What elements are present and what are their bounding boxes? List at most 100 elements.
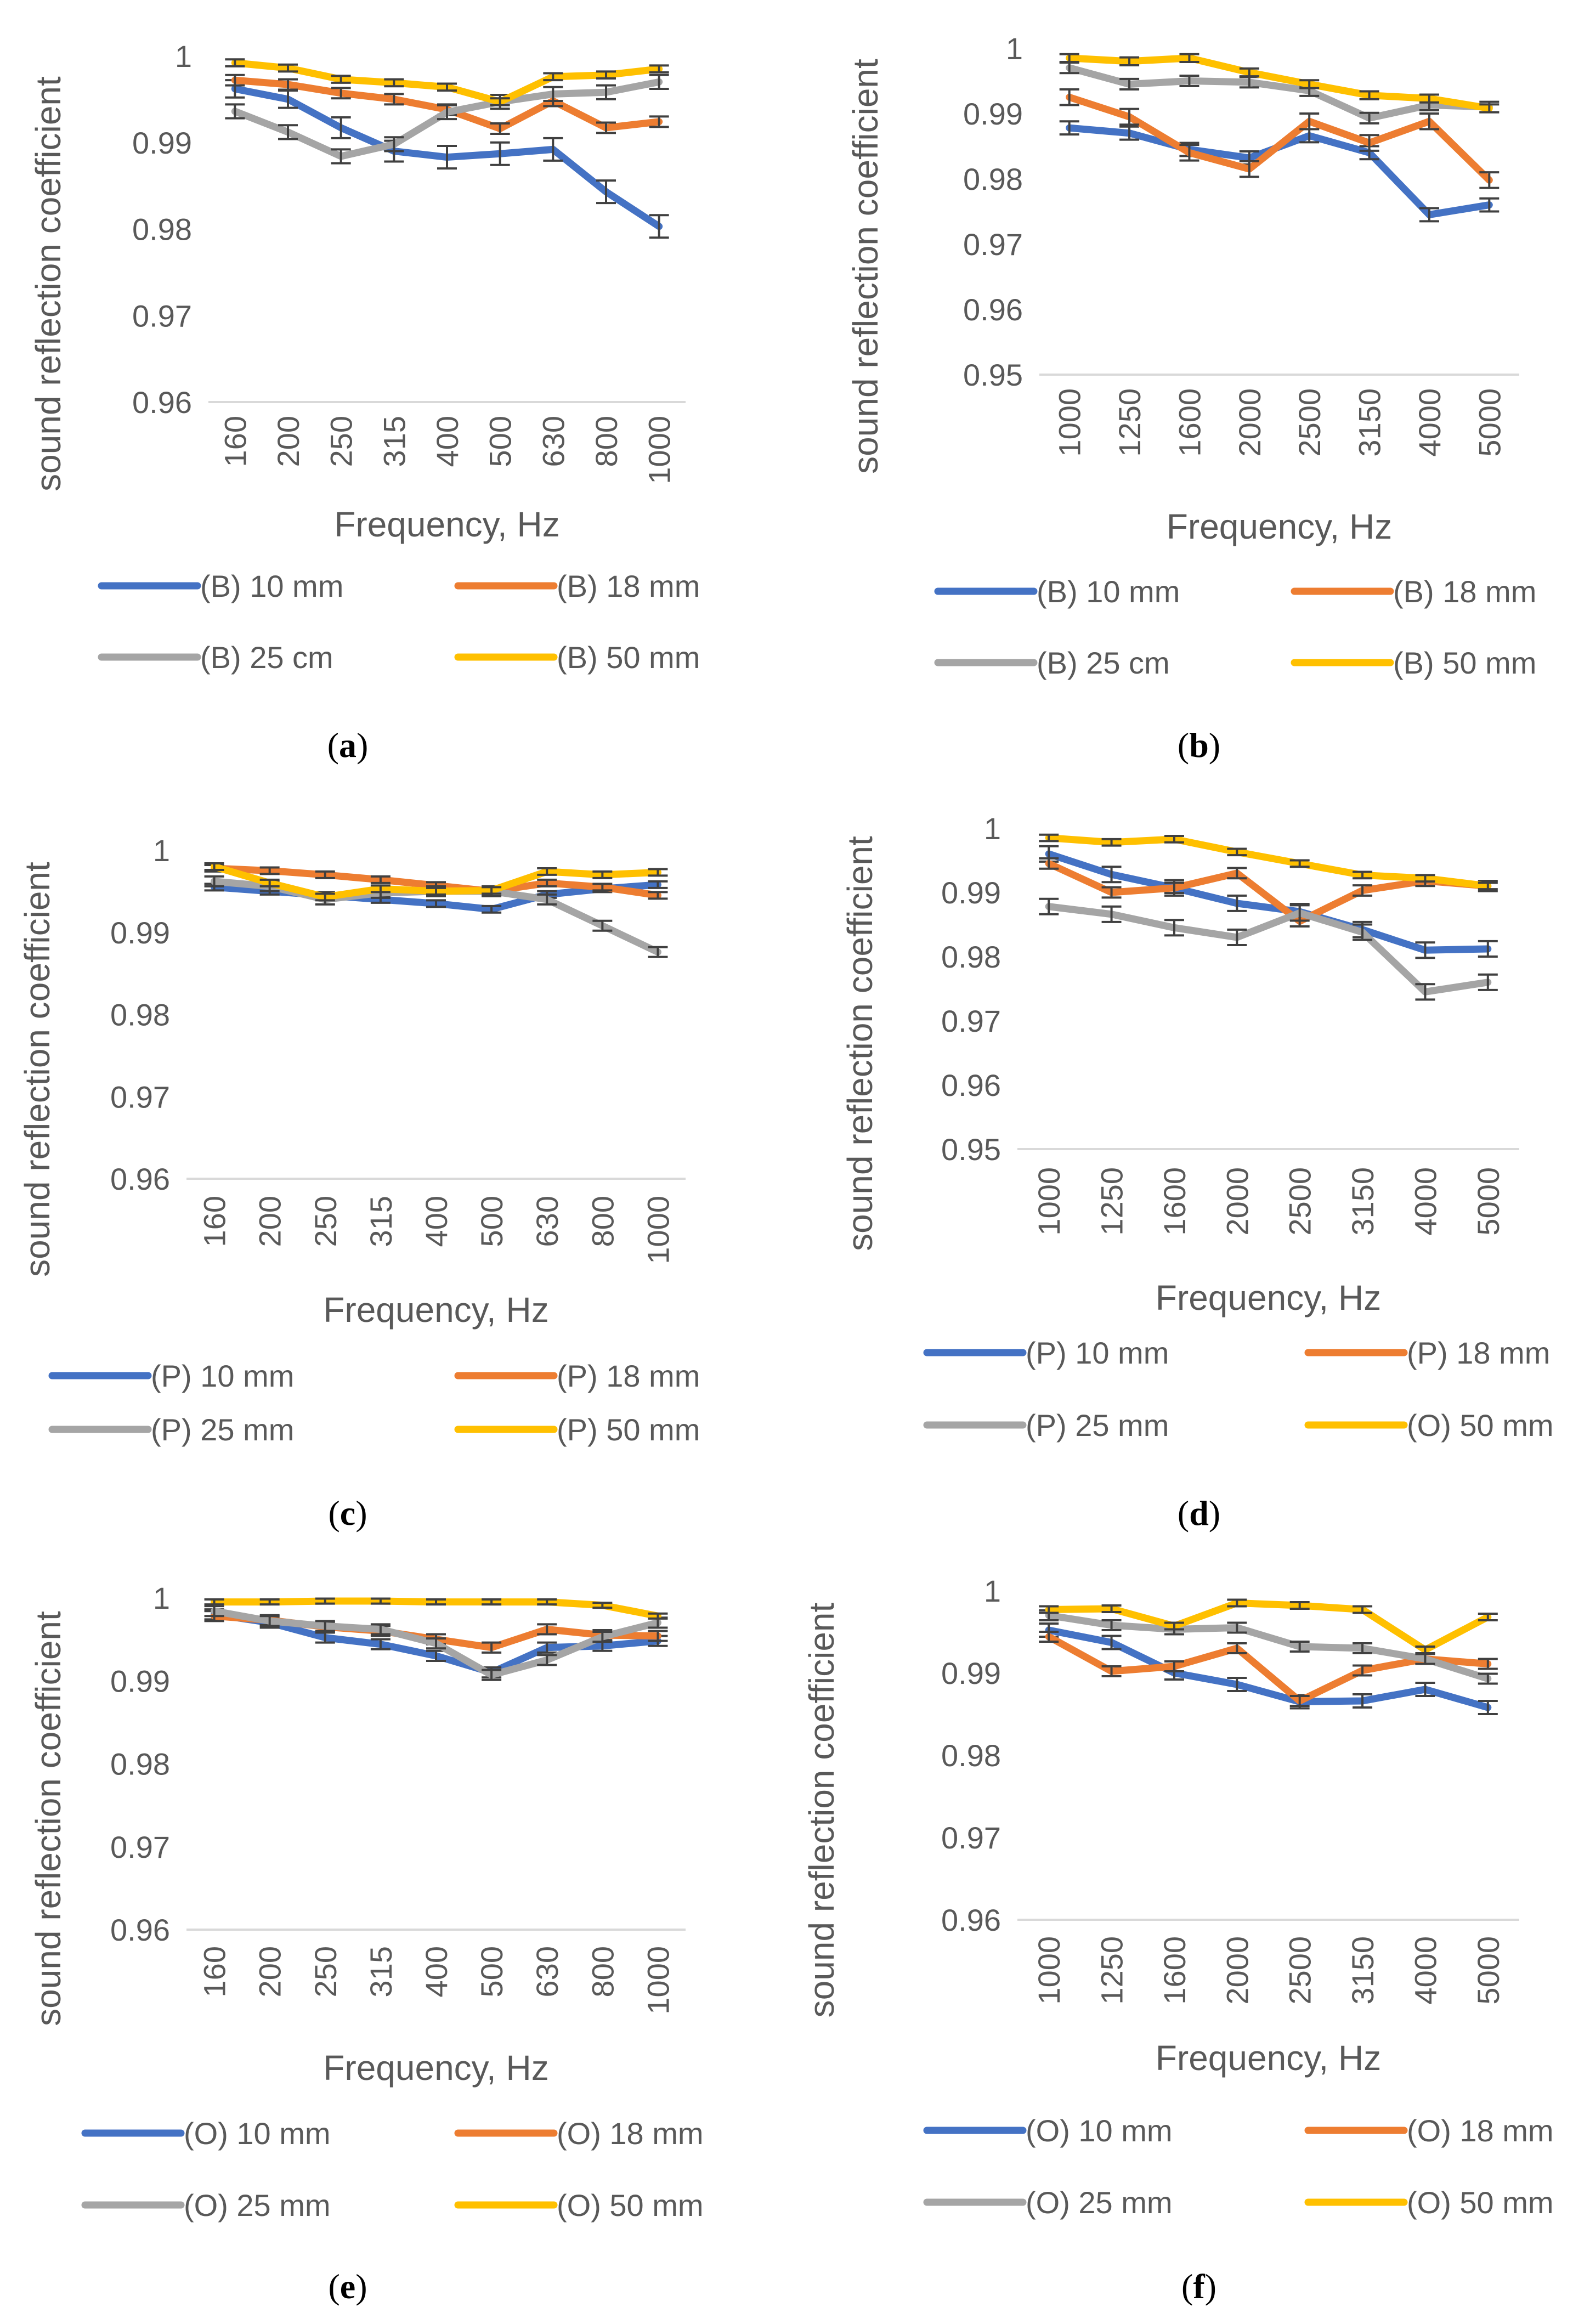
legend-label: (B) 25 cm [200, 640, 333, 675]
x-tick-label: 2000 [1220, 1167, 1254, 1236]
x-tick-label: 4000 [1412, 388, 1447, 457]
legend-label: (P) 50 mm [557, 1412, 700, 1447]
legend-entry: (B) 25 cm [934, 646, 1170, 680]
caption-paren: ) [1209, 726, 1220, 765]
caption-letter: d [1189, 1494, 1209, 1533]
legend-entry: (O) 50 mm [1304, 1408, 1554, 1443]
y-tick-label: 0.97 [132, 298, 192, 333]
legend-entry: (P) 10 mm [923, 1336, 1169, 1370]
caption-letter: c [340, 1494, 355, 1533]
x-tick-label: 400 [419, 1196, 454, 1247]
legend-label: (O) 10 mm [1026, 2113, 1173, 2148]
series-line [1045, 834, 1492, 890]
y-tick-label: 1 [984, 811, 1001, 846]
chart-panel-a: 1 0.99 0.98 0.97 0.96 160 200 250 315 400 500 630 80… [29, 39, 700, 765]
series-4 [1039, 833, 1498, 891]
y-tick-label: 0.96 [110, 1913, 170, 1947]
y-axis-title: sound reflection coefficient [18, 862, 57, 1277]
series-4 [225, 58, 669, 106]
caption-letter: f [1193, 2267, 1205, 2306]
legend-label: (O) 25 mm [1026, 2185, 1173, 2220]
series-1 [1039, 845, 1498, 959]
y-tick-label: 1 [175, 39, 192, 73]
y-tick-label: 1 [153, 1581, 170, 1615]
legend-label: (P) 18 mm [557, 1359, 700, 1393]
series-line [1045, 850, 1492, 954]
x-tick-label: 500 [483, 416, 518, 467]
legend-label: (P) 10 mm [1026, 1336, 1169, 1370]
chart-panel-b: 1 0.99 0.98 0.97 0.96 0.95 1000 1250 1600 2000 250… [846, 31, 1536, 765]
y-tick-label: 0.99 [110, 915, 170, 950]
legend-label: (O) 18 mm [557, 2116, 704, 2151]
x-tick-label: 500 [474, 1946, 509, 1997]
y-axis-title: sound reflection coefficient [846, 59, 885, 474]
y-tick-label: 0.98 [963, 162, 1023, 196]
series-line [1045, 1626, 1492, 1711]
legend-label: (O) 50 mm [557, 2188, 704, 2223]
legend-label: (B) 18 mm [557, 569, 700, 603]
x-tick-label: 250 [308, 1946, 343, 1997]
panel-caption: (d) [1178, 1494, 1220, 1533]
caption-paren: ( [328, 1494, 340, 1533]
x-tick-label: 160 [197, 1946, 232, 1997]
series-2 [1039, 857, 1498, 928]
y-axis-title: sound reflection coefficient [840, 836, 880, 1251]
y-tick-label: 0.95 [941, 1132, 1001, 1167]
y-tick-label: 0.98 [110, 998, 170, 1032]
legend-entry: (B) 10 mm [98, 569, 343, 603]
y-tick-label: 0.99 [941, 1656, 1001, 1690]
x-tick-label: 250 [324, 416, 359, 467]
caption-paren: ( [1178, 726, 1189, 765]
x-tick-label: 160 [197, 1196, 232, 1247]
caption-paren: ( [1178, 1494, 1189, 1533]
x-tick-label: 3150 [1353, 388, 1387, 457]
y-tick-label: 1 [1006, 31, 1023, 66]
x-tick-label: 4000 [1408, 1167, 1442, 1236]
series-line [1066, 93, 1493, 184]
y-tick-label: 1 [984, 1574, 1001, 1608]
legend-entry: (B) 10 mm [934, 574, 1180, 609]
legend-label: (B) 50 mm [1393, 646, 1536, 680]
legend-entry: (O) 25 mm [81, 2188, 331, 2223]
x-tick-label: 2000 [1220, 1936, 1254, 2005]
panel-caption: (a) [327, 726, 369, 765]
x-tick-label: 1000 [641, 1946, 675, 2015]
y-tick-label: 0.98 [941, 940, 1001, 974]
y-tick-label: 0.97 [110, 1830, 170, 1864]
y-tick-label: 0.99 [941, 875, 1001, 910]
legend-entry: (P) 50 mm [454, 1412, 700, 1447]
series-line [1045, 1611, 1492, 1682]
y-tick-label: 1 [153, 833, 170, 868]
y-tick-label: 0.99 [132, 126, 192, 160]
panel-caption: (e) [328, 2267, 367, 2306]
y-tick-label: 0.97 [941, 1004, 1001, 1038]
caption-paren: ) [357, 726, 368, 765]
legend-entry: (P) 25 mm [923, 1408, 1169, 1443]
x-tick-label: 630 [530, 1946, 564, 1997]
x-tick-label: 800 [589, 416, 624, 467]
legend-entry: (O) 10 mm [81, 2116, 331, 2151]
legend-entry: (O) 50 mm [1304, 2185, 1554, 2220]
chart-panel-f: 1 0.99 0.98 0.97 0.96 1000 1250 1600 2000 2500 315… [802, 1574, 1554, 2306]
legend-entry: (P) 18 mm [454, 1359, 700, 1393]
caption-paren: ) [355, 1494, 367, 1533]
series-line [1045, 903, 1492, 996]
legend-entry: (B) 50 mm [454, 640, 700, 675]
legend-label: (B) 50 mm [557, 640, 700, 675]
x-tick-label: 315 [377, 416, 411, 467]
x-tick-label: 1250 [1095, 1167, 1129, 1236]
caption-paren: ) [1209, 1494, 1220, 1533]
y-tick-label: 0.97 [941, 1820, 1001, 1855]
caption-paren: ) [355, 2267, 367, 2306]
caption-letter: a [339, 726, 357, 765]
legend-entry: (B) 50 mm [1291, 646, 1536, 680]
series-3 [225, 73, 669, 165]
x-tick-label: 5000 [1472, 388, 1507, 457]
x-tick-label: 315 [364, 1196, 398, 1247]
chart-panel-e: 1 0.99 0.98 0.97 0.96 160 200 250 315 400 500 630 80… [29, 1581, 704, 2306]
series-1 [1059, 120, 1500, 223]
x-tick-label: 200 [271, 416, 305, 467]
legend-entry: (O) 10 mm [923, 2113, 1173, 2148]
x-tick-label: 2500 [1283, 1936, 1317, 2005]
y-tick-label: 0.98 [132, 212, 192, 247]
